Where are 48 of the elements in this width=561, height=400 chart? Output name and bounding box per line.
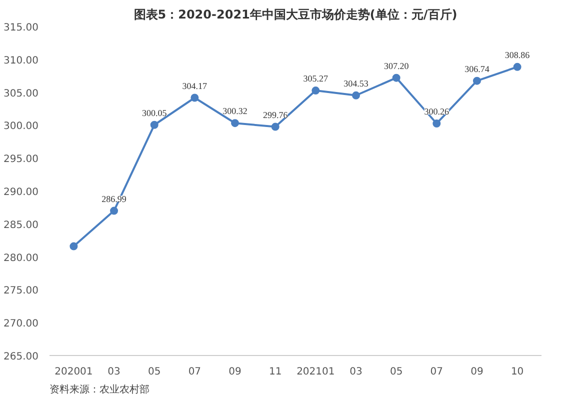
y-tick-label: 290.00 bbox=[4, 187, 39, 198]
chart-title: 图表5：2020-2021年中国大豆市场价走势(单位：元/百斤) bbox=[134, 8, 458, 22]
data-label: 300.32 bbox=[222, 106, 248, 116]
point bbox=[110, 206, 118, 215]
point bbox=[513, 62, 522, 71]
data-label: 308.86 bbox=[504, 50, 530, 60]
y-tick-label: 315.00 bbox=[4, 22, 39, 34]
x-tick-label: 03 bbox=[108, 366, 120, 378]
y-tick-label: 305.00 bbox=[4, 88, 39, 100]
point bbox=[432, 119, 441, 128]
x-tick-label: 05 bbox=[390, 366, 403, 378]
y-tick-label: 295.00 bbox=[4, 154, 39, 166]
point bbox=[312, 86, 320, 95]
x-tick-label: 03 bbox=[350, 366, 362, 378]
data-label: 305.27 bbox=[303, 74, 329, 84]
point bbox=[150, 120, 158, 129]
y-tick-label: 275.00 bbox=[4, 286, 39, 297]
x-tick-label: 07 bbox=[188, 366, 202, 378]
point bbox=[271, 122, 280, 131]
y-tick-label: 280.00 bbox=[4, 252, 39, 264]
x-tick-label: 09 bbox=[470, 366, 484, 378]
data-label: 299.76 bbox=[262, 110, 288, 120]
x-tick-label: 05 bbox=[148, 366, 161, 378]
y-tick-label: 310.00 bbox=[4, 55, 39, 66]
x-tick-label: 11 bbox=[268, 366, 282, 378]
data-label: 300.26 bbox=[424, 106, 450, 116]
point bbox=[472, 76, 481, 85]
point bbox=[392, 74, 400, 82]
y-tick-label: 265.00 bbox=[4, 352, 39, 362]
x-tick-label: 202001 bbox=[54, 366, 93, 378]
point bbox=[352, 91, 360, 100]
data-label: 306.74 bbox=[464, 64, 490, 74]
y-tick-label: 300.00 bbox=[4, 121, 39, 132]
y-tick-label: 270.00 bbox=[4, 318, 39, 330]
x-tick-label: 10 bbox=[510, 366, 524, 378]
data-label: 307.20 bbox=[384, 60, 410, 71]
x-tick-label: 202101 bbox=[296, 366, 335, 378]
x-tick-label: 09 bbox=[228, 366, 242, 378]
point bbox=[190, 94, 199, 102]
data-label: 300.05 bbox=[142, 108, 168, 118]
point bbox=[70, 242, 78, 250]
text: 资料来源：农业农村部 bbox=[50, 384, 150, 396]
point bbox=[231, 119, 240, 128]
data-label: 304.53 bbox=[344, 78, 369, 88]
data-label: 286.99 bbox=[102, 194, 127, 204]
x-tick-label: 07 bbox=[430, 366, 444, 378]
data-label: 304.17 bbox=[182, 80, 208, 91]
y-tick-label: 285.00 bbox=[4, 220, 39, 231]
